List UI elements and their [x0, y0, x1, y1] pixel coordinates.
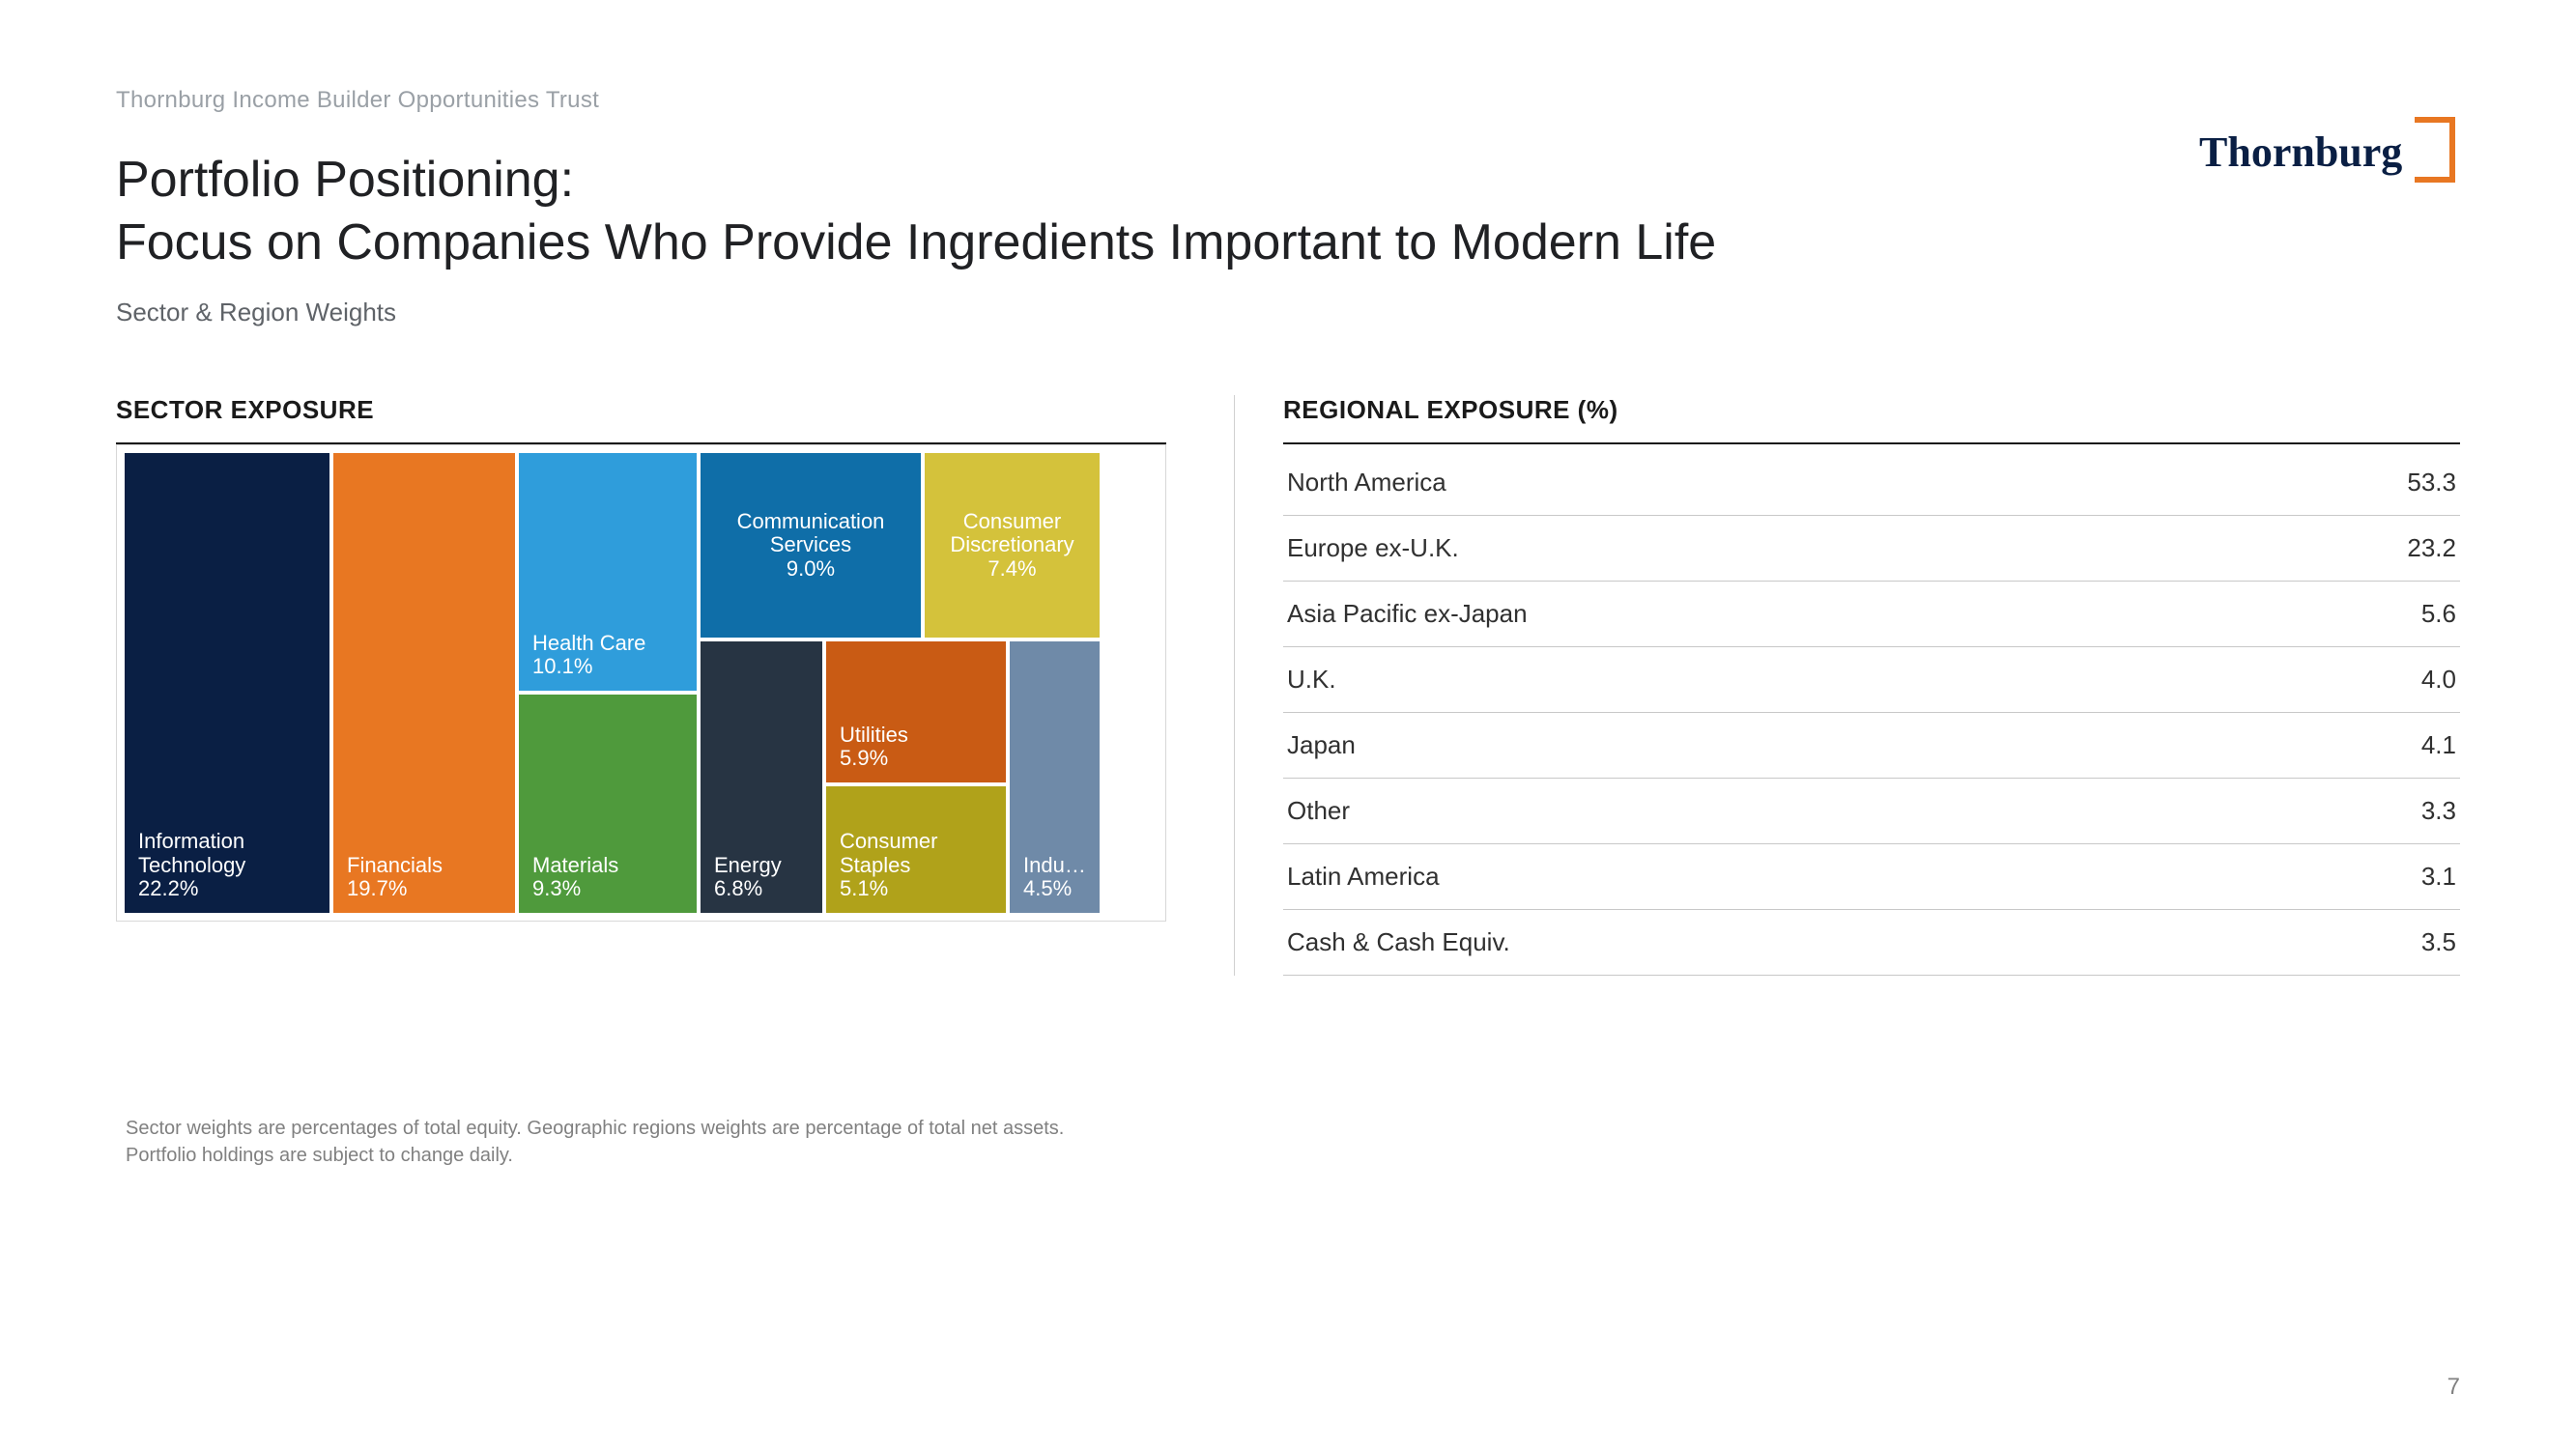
- title-line-1: Portfolio Positioning:: [116, 152, 574, 208]
- treemap-tile-name: Consumer Staples: [840, 830, 992, 877]
- treemap-tile: Consumer Staples5.1%: [824, 784, 1008, 915]
- pretitle: Thornburg Income Builder Opportunities T…: [116, 87, 2460, 114]
- treemap-tile-name: Financials: [347, 854, 501, 878]
- treemap-tile-name: Indu…: [1023, 854, 1086, 878]
- region-name: Japan: [1287, 730, 1356, 760]
- sector-panel: SECTOR EXPOSURE Information Technology22…: [116, 395, 1166, 922]
- treemap-tile-value: 5.1%: [840, 877, 992, 901]
- treemap-tile: Utilities5.9%: [824, 639, 1008, 784]
- treemap-tile-value: 9.3%: [532, 877, 683, 901]
- treemap-tile-name: Information Technology: [138, 830, 316, 877]
- treemap-tile: Financials19.7%: [331, 451, 517, 915]
- treemap-tile: Materials9.3%: [517, 693, 699, 915]
- region-panel: REGIONAL EXPOSURE (%) North America 53.3 E…: [1234, 395, 2460, 976]
- treemap-tile-value: 10.1%: [532, 655, 683, 679]
- region-value: 3.1: [2421, 862, 2456, 892]
- region-row: U.K. 4.0: [1283, 647, 2460, 713]
- logo-text: Thornburg: [2199, 128, 2402, 176]
- treemap-tile-name: Health Care: [532, 632, 683, 656]
- region-panel-title: REGIONAL EXPOSURE (%): [1283, 395, 2460, 425]
- region-row: Latin America 3.1: [1283, 844, 2460, 910]
- region-value: 5.6: [2421, 599, 2456, 629]
- sector-panel-title: SECTOR EXPOSURE: [116, 395, 1166, 425]
- region-value: 3.3: [2421, 796, 2456, 826]
- treemap-tile: Consumer Discretionary7.4%: [923, 451, 1102, 639]
- page-number: 7: [2447, 1374, 2460, 1401]
- title-line-2: Focus on Companies Who Provide Ingredien…: [116, 214, 1716, 270]
- sector-treemap: Information Technology22.2%Financials19.…: [123, 451, 1159, 915]
- region-row: Cash & Cash Equiv. 3.5: [1283, 910, 2460, 976]
- thornburg-logo: Thornburg: [2199, 116, 2460, 193]
- footnote-line-1: Sector weights are percentages of total …: [126, 1115, 1064, 1142]
- region-name: Europe ex-U.K.: [1287, 533, 1459, 563]
- region-row: Asia Pacific ex-Japan 5.6: [1283, 582, 2460, 647]
- region-value: 23.2: [2407, 533, 2456, 563]
- region-name: Latin America: [1287, 862, 1440, 892]
- footnote: Sector weights are percentages of total …: [126, 1115, 1064, 1169]
- region-name: North America: [1287, 468, 1446, 497]
- page-title: Portfolio Positioning: Focus on Companie…: [116, 149, 2460, 274]
- region-row: North America 53.3: [1283, 444, 2460, 516]
- region-row: Other 3.3: [1283, 779, 2460, 844]
- region-value: 53.3: [2407, 468, 2456, 497]
- treemap-tile-value: 22.2%: [138, 877, 316, 901]
- treemap-tile-value: 9.0%: [787, 557, 835, 582]
- region-name: Other: [1287, 796, 1350, 826]
- treemap-tile: Communication Services9.0%: [699, 451, 923, 639]
- treemap-tile-value: 19.7%: [347, 877, 501, 901]
- region-name: Cash & Cash Equiv.: [1287, 927, 1510, 957]
- page-subtitle: Sector & Region Weights: [116, 298, 2460, 327]
- region-value: 3.5: [2421, 927, 2456, 957]
- treemap-tile-name: Communication Services: [714, 510, 907, 557]
- region-row: Europe ex-U.K. 23.2: [1283, 516, 2460, 582]
- footnote-line-2: Portfolio holdings are subject to change…: [126, 1142, 1064, 1169]
- region-value: 4.0: [2421, 665, 2456, 695]
- treemap-tile-value: 5.9%: [840, 747, 992, 771]
- treemap-tile: Information Technology22.2%: [123, 451, 331, 915]
- treemap-tile: Indu…4.5%: [1008, 639, 1102, 915]
- treemap-tile-name: Utilities: [840, 724, 992, 748]
- treemap-tile-name: Materials: [532, 854, 683, 878]
- treemap-tile-name: Energy: [714, 854, 809, 878]
- region-value: 4.1: [2421, 730, 2456, 760]
- treemap-tile: Health Care10.1%: [517, 451, 699, 693]
- logo-accent-icon: [2415, 120, 2452, 180]
- region-name: Asia Pacific ex-Japan: [1287, 599, 1528, 629]
- region-table: North America 53.3 Europe ex-U.K. 23.2 Asia …: [1283, 444, 2460, 976]
- treemap-tile-value: 7.4%: [987, 557, 1036, 582]
- region-name: U.K.: [1287, 665, 1336, 695]
- treemap-tile-value: 6.8%: [714, 877, 809, 901]
- treemap-tile-name: Consumer Discretionary: [938, 510, 1086, 557]
- treemap-tile: Energy6.8%: [699, 639, 824, 915]
- treemap-tile-value: 4.5%: [1023, 877, 1086, 901]
- region-row: Japan 4.1: [1283, 713, 2460, 779]
